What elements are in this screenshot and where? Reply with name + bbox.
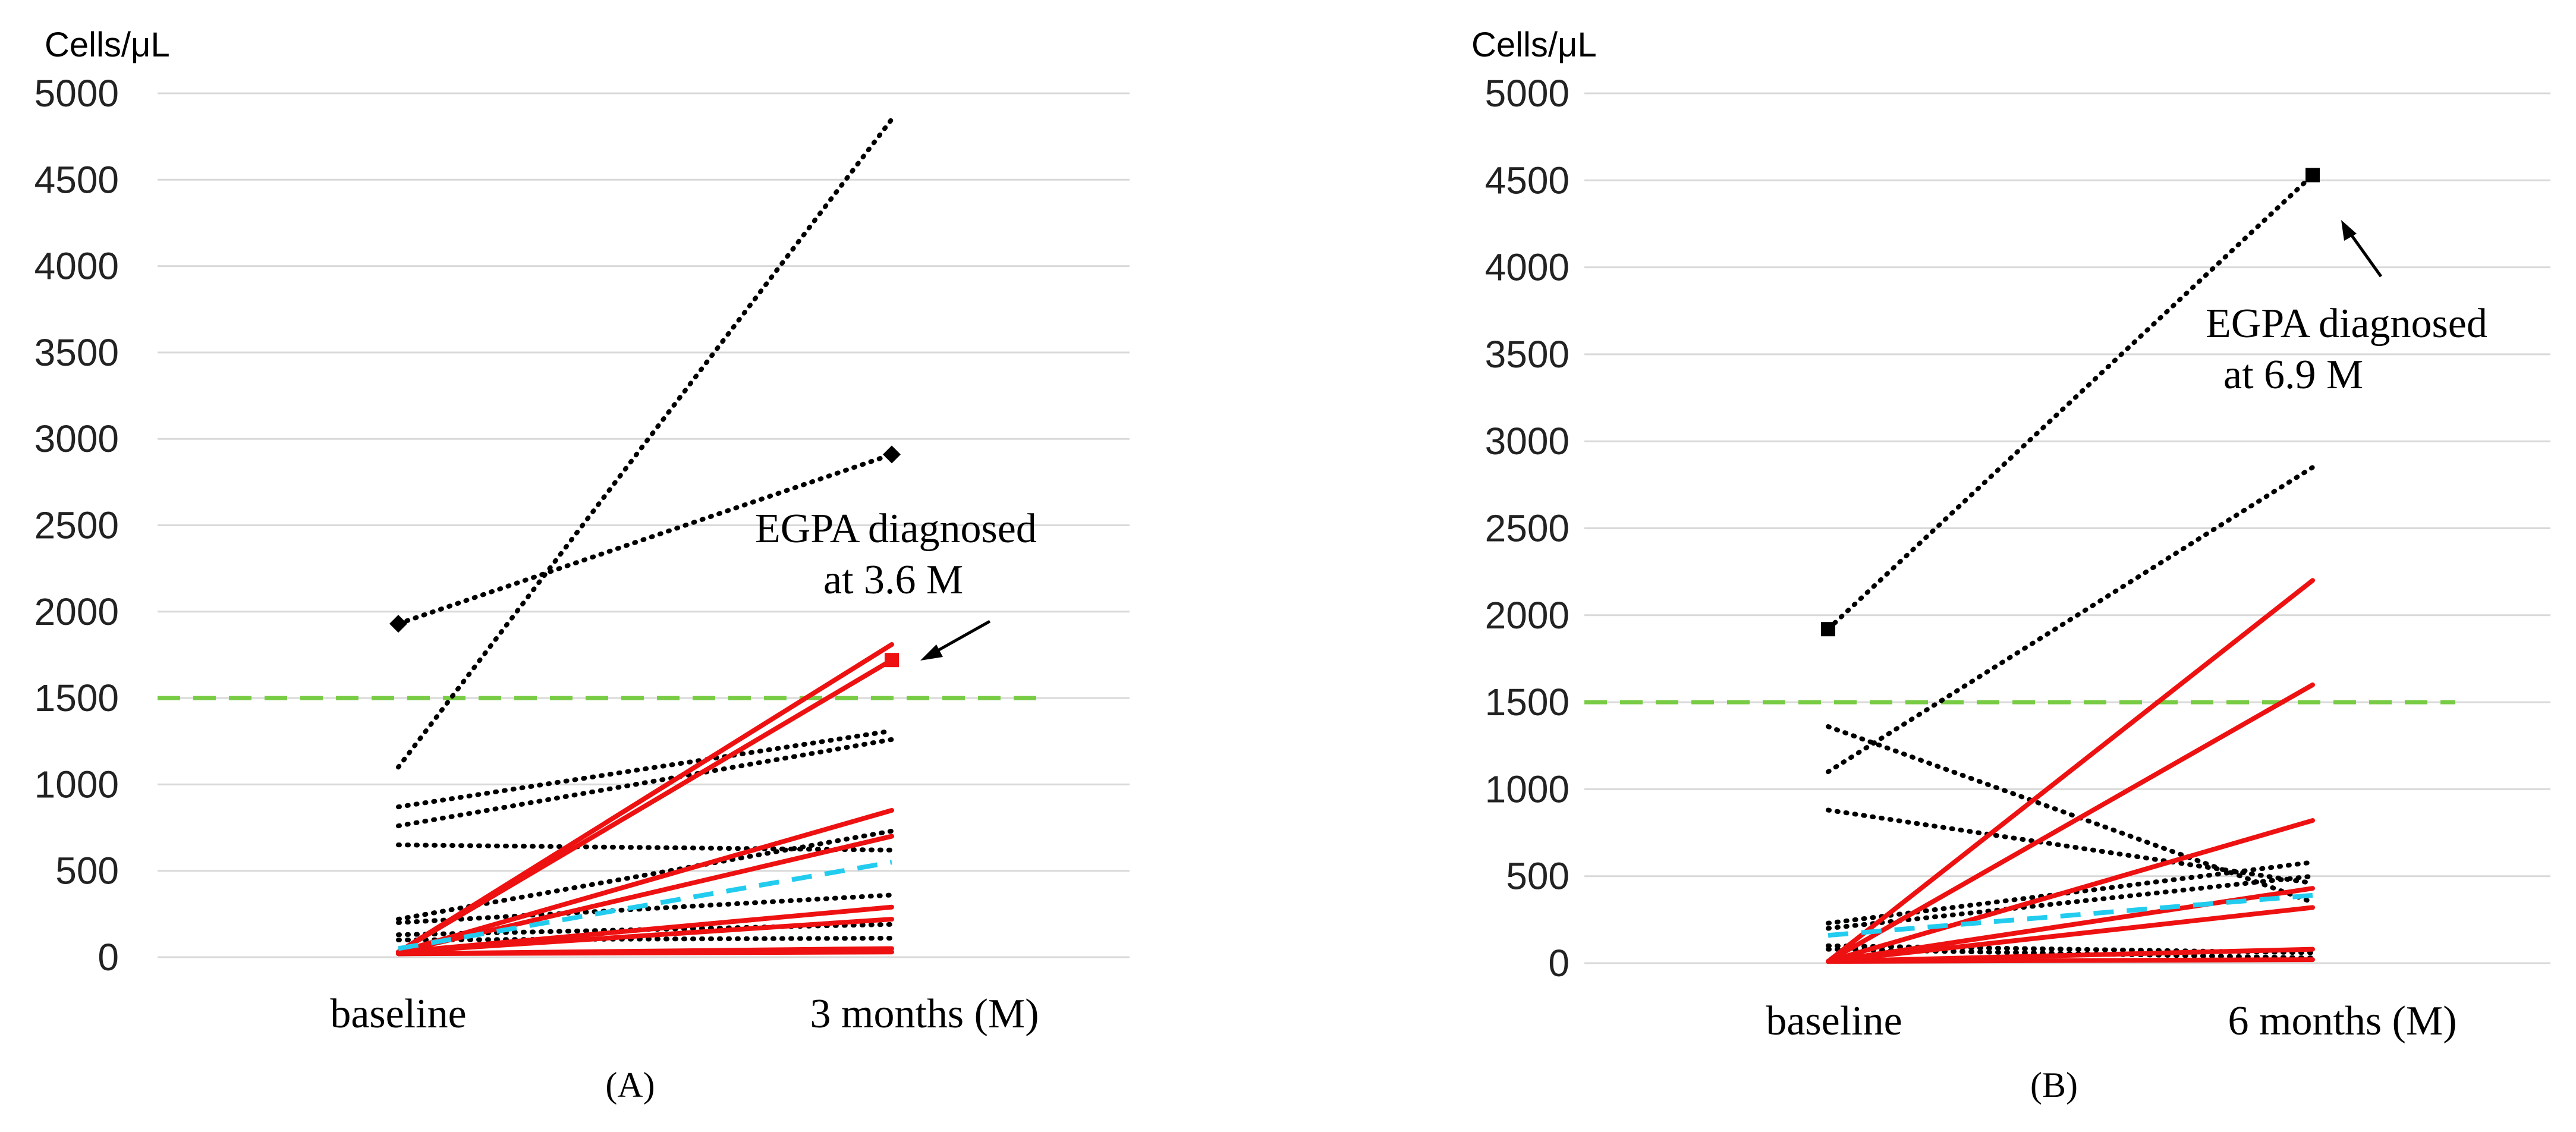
panel-b-y-tick-label: 2500 (1485, 507, 1569, 550)
panel-a-y-tick-label: 4500 (34, 158, 119, 201)
panel-b-series-line-10 (1826, 818, 2315, 964)
panel-a-y-ticks: 0 500 1000 1500 2000 2500 3000 3500 4000 4500 5000 (34, 72, 119, 979)
panel-b-series-line-0 (1826, 172, 2315, 632)
panel-b-y-tick-label: 4000 (1485, 246, 1569, 289)
panel-a-series-marker-1-0 (389, 615, 407, 633)
panel-a-chart: Cells/μL 0 500 1000 1500 2000 2500 3000 3500 400… (34, 26, 1130, 1105)
panel-a-annotation-line-1: EGPA diagnosed (755, 506, 1037, 552)
panel-b-series-marker-0-0 (1821, 622, 1835, 637)
panel-a-series-line-6 (396, 892, 894, 925)
panel-b-annotation-line-1: EGPA diagnosed (2206, 301, 2487, 347)
panel-a-y-tick-label: 3000 (34, 417, 119, 460)
panel-b-series-line-14 (1826, 957, 2315, 964)
panel-a-series-line-8 (396, 936, 894, 942)
panel-a-series-line-11 (396, 807, 894, 955)
panel-b-series-marker-0-1 (2305, 168, 2320, 183)
panel-a-y-tick-label: 4000 (34, 245, 119, 288)
panel-b-y-tick-label: 5000 (1485, 72, 1569, 115)
panel-b-chart: Cells/μL 0 500 1000 1500 2000 2500 3000 3500 400… (1471, 26, 2550, 1105)
panel-b-y-tick-label: 0 (1548, 942, 1569, 985)
panel-a-label: (A) (605, 1065, 655, 1105)
panel-a-annotation-line-2: at 3.6 M (823, 557, 963, 603)
panel-b-category-baseline: baseline (1766, 998, 1902, 1044)
panel-b-series-line-12 (1826, 905, 2315, 964)
panel-b-y-ticks: 0 500 1000 1500 2000 2500 3000 3500 4000 4500 5000 (1485, 72, 1569, 985)
panel-a-y-tick-label: 2500 (34, 504, 119, 547)
panel-a-series-line-4 (396, 842, 894, 853)
panel-a-category-baseline: baseline (330, 991, 466, 1037)
panel-b-annotation-line-2: at 6.9 M (2223, 352, 2363, 398)
panel-a-series (389, 117, 901, 957)
panel-a-series-line-1 (396, 452, 894, 627)
panel-a-category-end: 3 months (M) (810, 991, 1039, 1037)
panel-b-y-tick-label: 2000 (1485, 594, 1569, 637)
panel-a-y-tick-label: 1500 (34, 677, 119, 719)
panel-a-y-tick-label: 1000 (34, 763, 119, 806)
panel-a-series-line-3 (396, 737, 894, 829)
panel-b-series-line-1 (1826, 465, 2315, 775)
panel-b-series-line-3 (1826, 807, 2315, 886)
panel-b-y-tick-label: 500 (1506, 855, 1569, 898)
panel-b-label: (B) (2030, 1065, 2078, 1105)
panel-a-series-line-10 (396, 658, 894, 955)
panel-a-gridlines (158, 92, 1130, 958)
panel-b-series-line-9 (1826, 682, 2315, 964)
panel-b-series-line-2 (1826, 724, 2315, 905)
panel-b-y-tick-label: 3000 (1485, 420, 1569, 463)
panel-a-y-tick-label: 3500 (34, 331, 119, 374)
panel-b-series-line-15 (1828, 892, 2313, 938)
panel-a-series-line-0 (396, 117, 894, 770)
panel-a-series-marker-10-1 (885, 653, 899, 668)
panel-b-y-unit-label: Cells/μL (1471, 26, 1597, 64)
panel-b-y-tick-label: 1500 (1485, 681, 1569, 724)
panel-b-annotation-arrow (2341, 220, 2383, 278)
panel-b-y-tick-label: 4500 (1485, 159, 1569, 202)
panel-a-y-tick-label: 5000 (34, 72, 119, 115)
panel-b-y-tick-label: 1000 (1485, 768, 1569, 810)
panel-b-series-line-8 (1826, 578, 2315, 964)
panel-a-annotation-arrow (920, 620, 991, 661)
panel-b-gridlines (1584, 92, 2550, 964)
panel-a-series-line-2 (396, 728, 894, 810)
panel-a-y-tick-label: 500 (55, 850, 119, 892)
panel-a-series-line-16 (396, 949, 894, 957)
panel-a-y-tick-label: 0 (97, 936, 119, 979)
panel-b-category-end: 6 months (M) (2228, 998, 2457, 1044)
panel-a-series-marker-1-1 (883, 445, 901, 464)
panel-b-series-line-5 (1826, 873, 2315, 931)
panel-a-series-line-14 (396, 917, 894, 955)
panel-a-series-line-17 (398, 860, 892, 951)
panel-a-y-tick-label: 2000 (34, 590, 119, 633)
panel-b-series (1821, 168, 2320, 964)
panel-a-y-unit-label: Cells/μL (45, 26, 170, 64)
panel-b-y-tick-label: 3500 (1485, 333, 1569, 376)
